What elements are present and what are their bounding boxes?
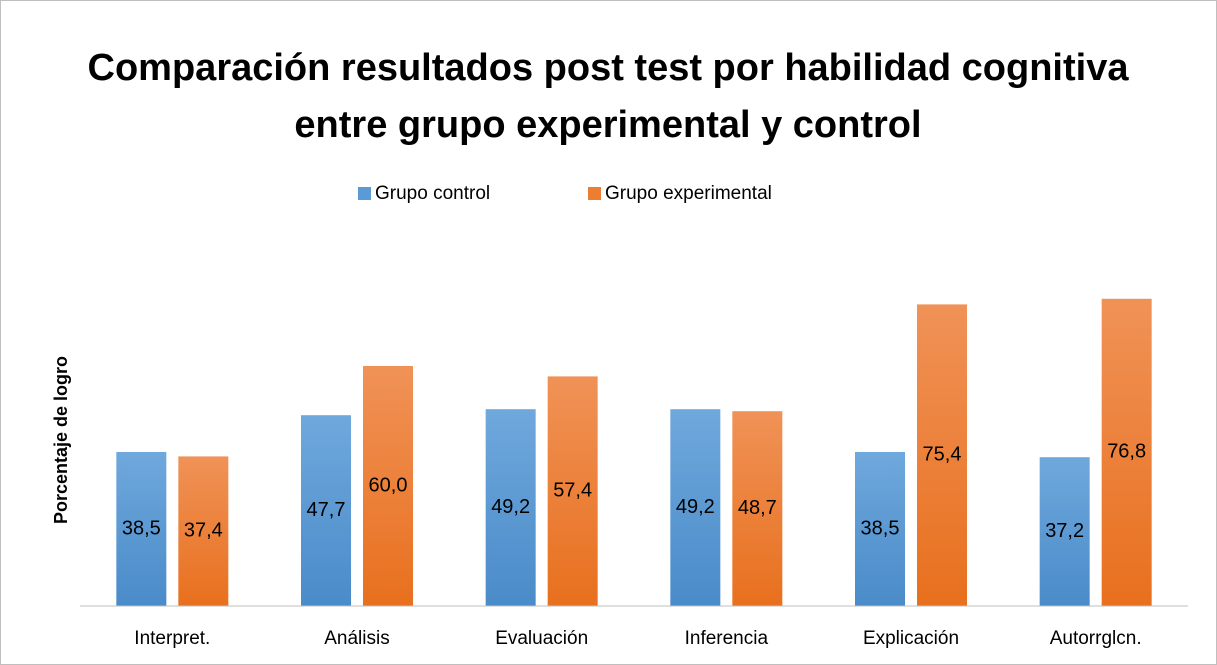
value-label: 75,4 (923, 443, 962, 465)
value-label: 76,8 (1107, 441, 1146, 463)
value-label: 38,5 (122, 517, 161, 539)
value-label: 49,2 (676, 496, 715, 518)
bar (178, 456, 229, 606)
x-tick-label: Explicación (863, 628, 959, 649)
value-label: 37,2 (1045, 520, 1084, 542)
bar (363, 366, 413, 606)
x-tick-label: Análisis (324, 628, 389, 649)
value-label: 37,4 (184, 519, 223, 541)
chart-title: Comparación resultados post test por hab… (87, 47, 1129, 146)
legend-label: Grupo experimental (605, 183, 772, 204)
bar (485, 409, 536, 606)
value-label: 47,7 (307, 499, 346, 521)
value-label: 49,2 (491, 496, 530, 518)
bar (1101, 298, 1152, 606)
legend-swatch (358, 187, 371, 200)
x-tick-label: Interpret. (134, 628, 210, 649)
legend-label: Grupo control (375, 183, 490, 204)
x-tick-label: Evaluación (495, 628, 588, 649)
value-label: 57,4 (553, 479, 592, 501)
bar (670, 409, 721, 606)
bar (1039, 457, 1090, 606)
bar (855, 452, 905, 606)
x-tick-label: Inferencia (685, 628, 769, 649)
legend-swatch (588, 187, 601, 200)
value-label: 60,0 (369, 474, 408, 496)
bar (547, 376, 598, 606)
y-axis-label: Porcentaje de logro (51, 356, 71, 524)
bar (917, 304, 967, 606)
x-tick-label: Autorrglcn. (1050, 628, 1142, 649)
bar (116, 452, 167, 606)
value-label: 38,5 (861, 517, 900, 539)
value-label: 48,7 (738, 497, 777, 519)
bar (301, 415, 351, 606)
bar (732, 411, 783, 606)
